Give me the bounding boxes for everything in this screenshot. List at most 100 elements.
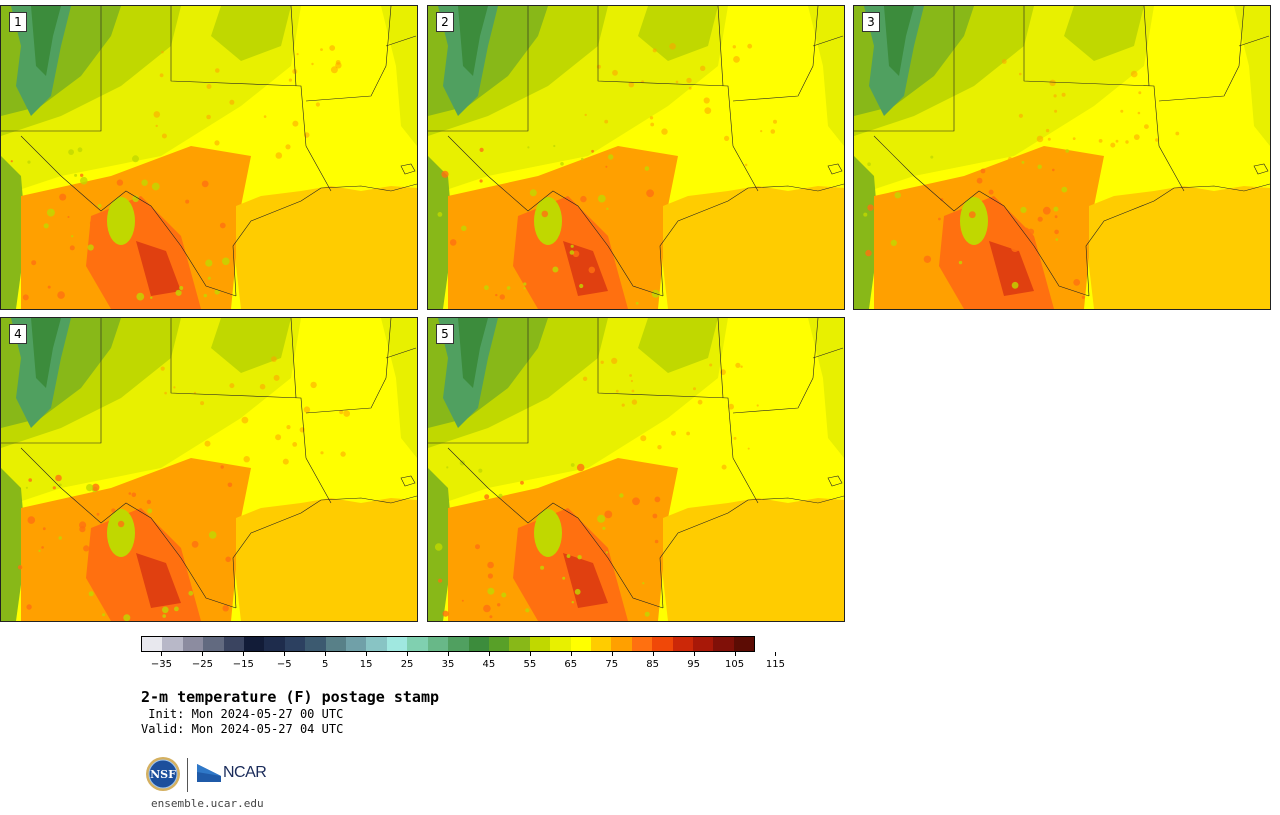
colorbar-tick <box>366 652 368 656</box>
speckle <box>630 379 633 383</box>
website-link[interactable]: ensemble.ucar.edu <box>151 797 264 810</box>
mild-region <box>808 318 844 458</box>
speckle <box>642 582 645 585</box>
member-label: 4 <box>9 324 27 344</box>
speckle <box>153 111 161 118</box>
speckle <box>162 606 169 614</box>
speckle <box>572 250 580 258</box>
state-boundary <box>290 318 297 399</box>
speckle <box>222 605 229 612</box>
speckle <box>200 401 205 406</box>
speckle <box>1049 79 1056 87</box>
ncar-wordmark: NCAR <box>223 764 267 781</box>
border-line <box>873 135 1090 297</box>
speckle <box>80 176 88 185</box>
cool-spot <box>534 509 562 557</box>
speckle <box>201 180 209 188</box>
speckle <box>1054 229 1059 235</box>
state-boundary <box>428 6 529 132</box>
state-boundary <box>717 6 724 87</box>
colorbar-swatches <box>141 636 755 652</box>
coastline <box>827 163 843 175</box>
speckle <box>574 588 581 595</box>
speckle <box>161 50 164 54</box>
speckle <box>562 576 566 580</box>
speckle <box>747 43 753 49</box>
speckle <box>650 122 655 127</box>
speckle <box>1027 228 1035 235</box>
speckle <box>604 119 609 124</box>
speckle <box>1053 94 1057 98</box>
speckle <box>733 56 740 63</box>
speckle <box>214 289 220 295</box>
member-panel-2: 2 <box>427 5 845 310</box>
speckle <box>176 469 184 476</box>
colorbar-swatch <box>264 637 285 651</box>
speckle <box>964 247 967 249</box>
speckle <box>320 48 323 51</box>
mild-region <box>381 6 417 146</box>
coastline <box>232 495 417 609</box>
nsf-logo-icon: NSF <box>146 757 180 791</box>
cool-region <box>638 6 718 61</box>
speckle <box>521 270 525 275</box>
border-line <box>20 135 237 297</box>
colorbar-tick <box>243 652 245 656</box>
speckle <box>42 527 46 531</box>
speckle <box>57 291 65 299</box>
colorbar-swatch <box>713 637 734 651</box>
speckle <box>10 160 13 163</box>
speckle <box>475 544 480 550</box>
speckle <box>631 399 638 405</box>
speckle <box>58 536 62 540</box>
speckle <box>652 513 658 519</box>
speckle <box>339 410 344 415</box>
member-label: 1 <box>9 12 27 32</box>
speckle <box>529 189 537 197</box>
speckle <box>487 573 493 579</box>
state-boundary <box>1143 6 1150 87</box>
speckle <box>976 269 980 273</box>
speckle <box>288 78 292 82</box>
speckle <box>580 195 587 203</box>
valid-time: Valid: Mon 2024-05-27 04 UTC <box>141 722 344 736</box>
mild-region <box>808 6 844 146</box>
cooler-region <box>1 468 26 621</box>
speckle <box>229 383 235 389</box>
speckle <box>1175 131 1180 136</box>
colorbar-swatch <box>142 637 163 651</box>
hottest-region <box>136 241 181 296</box>
speckle <box>756 404 759 407</box>
state-boundary <box>170 318 332 504</box>
colorbar-swatch <box>509 637 530 651</box>
speckle <box>434 543 443 551</box>
speckle <box>442 610 449 617</box>
colorbar-tick <box>652 652 654 656</box>
speckle <box>227 482 233 488</box>
speckle <box>151 182 160 191</box>
colorbar-swatch <box>733 637 755 651</box>
speckle <box>131 492 137 498</box>
colorbar-tick-label: 15 <box>359 659 373 670</box>
speckle <box>203 293 207 298</box>
colorbar-tick-label: 65 <box>564 659 578 670</box>
colorbar-tick <box>407 652 409 656</box>
colorbar-swatch <box>468 637 489 651</box>
colorbar-tick-label: −15 <box>232 659 254 670</box>
cool-spot <box>107 197 135 245</box>
speckle <box>1022 227 1030 234</box>
cool-spot <box>107 509 135 557</box>
speckle <box>558 236 563 241</box>
colorbar-swatch <box>427 637 449 651</box>
speckle <box>552 266 559 273</box>
speckle <box>116 179 124 186</box>
speckle <box>770 129 776 134</box>
speckle <box>215 68 220 73</box>
speckle <box>703 97 710 104</box>
state-boundary <box>717 318 724 399</box>
colorbar-swatch <box>448 637 469 651</box>
speckle <box>58 483 62 487</box>
colorbar-swatch <box>162 637 183 651</box>
speckle <box>956 239 961 243</box>
colorbar-swatch <box>366 637 387 651</box>
